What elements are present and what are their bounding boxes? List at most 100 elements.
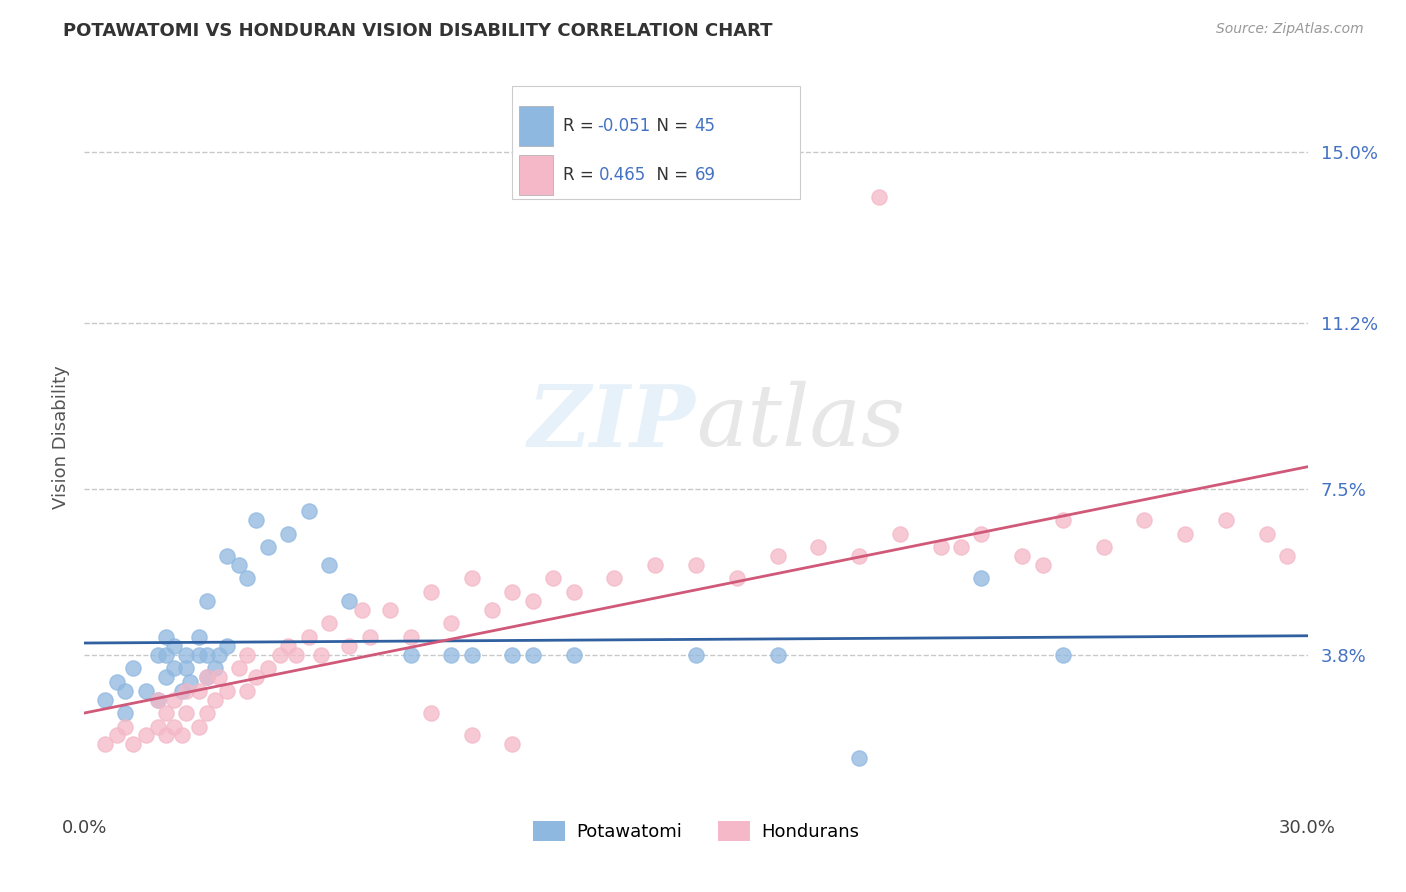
Text: 0.465: 0.465 [599,166,647,185]
Point [135,729,157,743]
Point [155,648,177,662]
Point [929,540,952,554]
Point [172,683,194,698]
Point [543,571,565,585]
Point [236,571,259,585]
Point [848,751,870,765]
Point [399,648,422,662]
Point [163,661,186,675]
Point [644,558,666,572]
Point [135,683,157,698]
Point [807,540,830,554]
Point [277,526,299,541]
Point [179,674,201,689]
Point [440,648,463,662]
Point [298,504,321,518]
Point [217,639,239,653]
Point [399,630,422,644]
Point [245,670,267,684]
Point [257,540,280,554]
Point [114,706,136,720]
Point [146,648,169,662]
Point [269,648,291,662]
Point [481,603,503,617]
FancyBboxPatch shape [513,86,800,200]
Point [420,706,443,720]
Text: N =: N = [645,117,693,136]
Point [187,648,209,662]
Point [146,692,169,706]
Point [114,719,136,733]
Point [766,648,789,662]
Point [163,639,186,653]
Point [93,738,115,752]
Point [869,190,891,204]
Point [155,670,177,684]
Point [502,585,524,599]
Point [146,692,169,706]
Point [298,630,321,644]
Point [318,616,340,631]
Point [114,683,136,698]
Point [208,670,231,684]
Point [685,648,707,662]
Point [204,661,226,675]
Point [461,648,484,662]
Point [257,661,280,675]
Point [155,630,177,644]
Point [461,729,484,743]
Point [1011,549,1033,563]
Point [502,738,524,752]
Point [339,639,361,653]
Point [195,648,218,662]
Point [522,648,544,662]
Legend: Potawatomi, Hondurans: Potawatomi, Hondurans [526,814,866,848]
Point [339,594,361,608]
Point [163,692,186,706]
Point [187,719,209,733]
Point [420,585,443,599]
Point [380,603,402,617]
Point [848,549,870,563]
Point [603,571,626,585]
Text: R =: R = [562,166,605,185]
Point [236,648,259,662]
FancyBboxPatch shape [519,106,553,146]
Text: -0.051: -0.051 [598,117,650,136]
Text: 69: 69 [695,166,716,185]
Point [195,670,218,684]
Point [350,603,373,617]
Point [725,571,748,585]
Point [440,616,463,631]
Text: Source: ZipAtlas.com: Source: ZipAtlas.com [1216,22,1364,37]
Point [204,692,226,706]
Point [1032,558,1054,572]
Point [1092,540,1115,554]
Text: N =: N = [645,166,693,185]
Point [1133,513,1156,527]
Point [245,513,267,527]
Point [105,674,128,689]
Point [228,558,250,572]
Point [1052,648,1074,662]
Point [174,661,197,675]
Point [228,661,250,675]
Point [163,719,186,733]
Point [236,683,259,698]
Text: 45: 45 [695,117,716,136]
Point [1215,513,1237,527]
Point [1052,513,1074,527]
Point [562,648,585,662]
Point [155,706,177,720]
Text: atlas: atlas [696,381,905,464]
Point [105,729,128,743]
Point [146,719,169,733]
Point [187,630,209,644]
Text: R =: R = [562,117,599,136]
Point [562,585,585,599]
Point [766,549,789,563]
Point [174,706,197,720]
Point [461,571,484,585]
Point [195,706,218,720]
Point [285,648,308,662]
